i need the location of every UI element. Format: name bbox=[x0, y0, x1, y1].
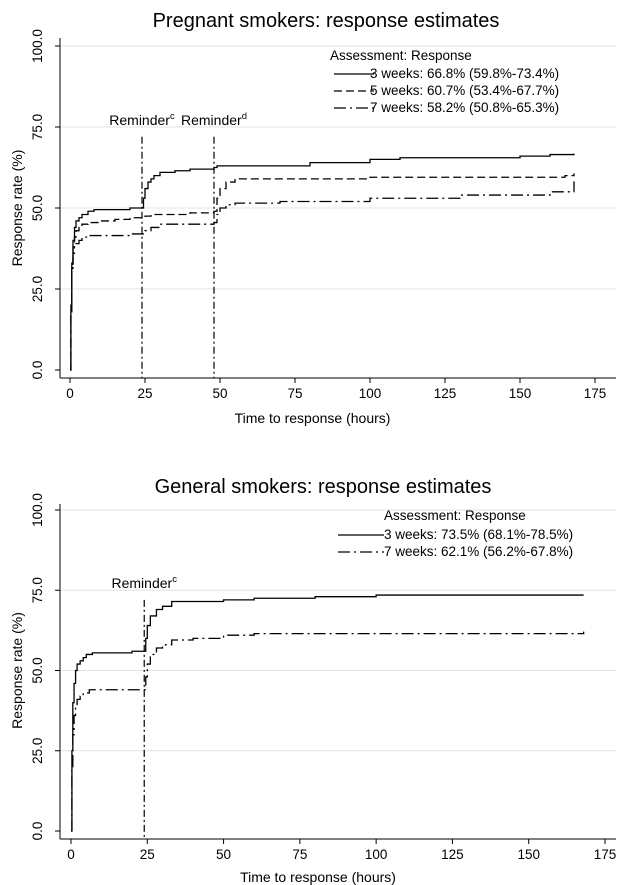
general-reminder-label-text: Reminder bbox=[112, 575, 173, 591]
pregnant-smokers-chart: 0.0 25.0 50.0 75.0 100.0 0 25 50 75 100 125 150 175 T… bbox=[0, 0, 618, 440]
general-plot-area bbox=[60, 504, 616, 839]
pregnant-legend-entry: 7 weeks: 58.2% (50.8%-65.3%) bbox=[370, 100, 559, 115]
general-legend-entry: 7 weeks: 62.1% (56.2%-67.8%) bbox=[384, 544, 573, 559]
pregnant-x-tick-label: 100 bbox=[359, 386, 382, 401]
general-y-tick-label: 100.0 bbox=[30, 493, 45, 527]
general-reminder-label: Reminderc bbox=[112, 574, 178, 591]
pregnant-reminder-label-text: Reminder bbox=[109, 112, 170, 128]
general-x-tick-label: 50 bbox=[216, 847, 231, 862]
general-legend: Assessment: Response 3 weeks: 73.5% (68.1… bbox=[338, 508, 573, 559]
pregnant-y-tick-label: 75.0 bbox=[30, 114, 45, 140]
general-x-tick-label: 25 bbox=[140, 847, 155, 862]
pregnant-reminder-label-sup: c bbox=[170, 111, 175, 122]
general-reminder-label-sup: c bbox=[172, 574, 177, 585]
general-y-axis-title: Response rate (%) bbox=[9, 612, 25, 729]
pregnant-x-tick-label: 150 bbox=[509, 386, 532, 401]
general-y-tick-label: 25.0 bbox=[30, 738, 45, 764]
pregnant-y-tick-label: 50.0 bbox=[30, 195, 45, 221]
pregnant-x-tick-label: 75 bbox=[287, 386, 302, 401]
general-legend-header: Assessment: Response bbox=[384, 508, 526, 523]
pregnant-chart-title: Pregnant smokers: response estimates bbox=[153, 10, 500, 32]
pregnant-reminder-label-text: Reminder bbox=[181, 112, 242, 128]
general-smokers-chart: 0.0 25.0 50.0 75.0 100.0 0 25 50 75 100 125 150 175 T… bbox=[0, 440, 618, 885]
pregnant-smokers-chart-svg: 0.0 25.0 50.0 75.0 100.0 0 25 50 75 100 125 150 175 T… bbox=[9, 10, 616, 426]
pregnant-legend-header: Assessment: Response bbox=[330, 48, 472, 63]
general-y-tick-label: 75.0 bbox=[30, 577, 45, 603]
pregnant-legend-entry: 3 weeks: 66.8% (59.8%-73.4%) bbox=[370, 66, 559, 81]
pregnant-x-tick-label: 0 bbox=[66, 386, 74, 401]
pregnant-legend-entry: 5 weeks: 60.7% (53.4%-67.7%) bbox=[370, 83, 559, 98]
general-x-tick-label: 150 bbox=[517, 847, 540, 862]
general-series-3-weeks bbox=[71, 594, 584, 832]
pregnant-series-3-weeks bbox=[70, 153, 575, 371]
pregnant-x-axis-title: Time to response (hours) bbox=[235, 410, 391, 426]
pregnant-x-tick-label: 125 bbox=[434, 386, 457, 401]
general-series-7-weeks bbox=[71, 631, 585, 832]
general-y-tick-label: 50.0 bbox=[30, 657, 45, 683]
pregnant-reminder-label: Reminderc bbox=[109, 111, 175, 128]
general-x-tick-label: 175 bbox=[594, 847, 617, 862]
pregnant-x-tick-label: 50 bbox=[212, 386, 227, 401]
general-x-axis-title: Time to response (hours) bbox=[240, 869, 396, 885]
general-x-tick-label: 125 bbox=[441, 847, 464, 862]
pregnant-reminder-label: Reminderd bbox=[181, 111, 247, 128]
pregnant-series-5-weeks bbox=[70, 173, 575, 371]
general-y-tick-label: 0.0 bbox=[30, 822, 45, 841]
general-x-tick-label: 75 bbox=[292, 847, 307, 862]
pregnant-y-tick-label: 0.0 bbox=[30, 361, 45, 380]
pregnant-y-axis-title: Response rate (%) bbox=[9, 150, 25, 267]
pregnant-series-7-weeks bbox=[70, 181, 575, 371]
general-x-tick-label: 100 bbox=[365, 847, 388, 862]
pregnant-x-tick-label: 175 bbox=[584, 386, 607, 401]
general-x-tick-label: 0 bbox=[67, 847, 75, 862]
general-smokers-chart-svg: 0.0 25.0 50.0 75.0 100.0 0 25 50 75 100 125 150 175 T… bbox=[9, 476, 617, 885]
pregnant-reminder-label-sup: d bbox=[242, 111, 247, 122]
general-legend-entry: 3 weeks: 73.5% (68.1%-78.5%) bbox=[384, 527, 573, 542]
pregnant-y-tick-label: 25.0 bbox=[30, 276, 45, 302]
pregnant-legend: Assessment: Response 3 weeks: 66.8% (59.8… bbox=[330, 48, 559, 115]
pregnant-x-tick-label: 25 bbox=[137, 386, 152, 401]
general-chart-title: General smokers: response estimates bbox=[155, 476, 492, 498]
pregnant-y-tick-label: 100.0 bbox=[30, 29, 45, 63]
